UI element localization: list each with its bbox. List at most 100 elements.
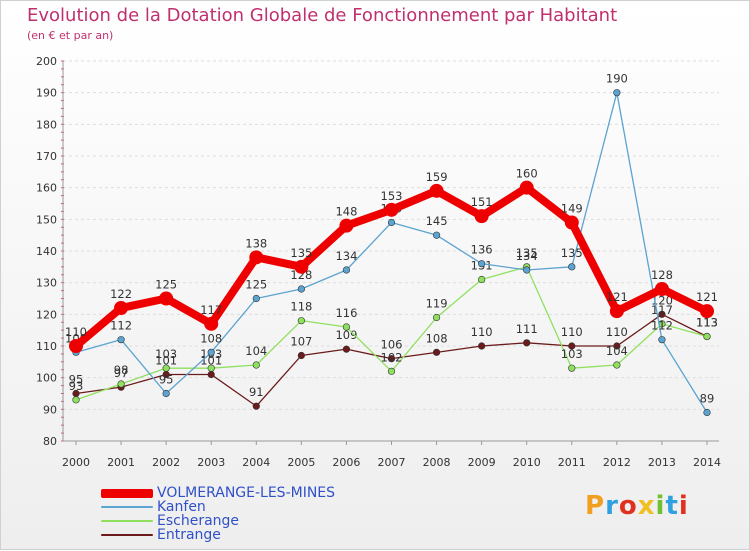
data-label-entrange-2012: 110 <box>606 325 628 339</box>
data-point-volmerange-les-mines-2004 <box>249 250 264 265</box>
logo-letter: r <box>605 491 619 521</box>
data-point-entrange-2007 <box>387 355 396 363</box>
y-tick-label-140: 140 <box>36 245 57 258</box>
data-label-volmerange-les-mines-2003: 117 <box>200 303 222 317</box>
data-label-volmerange-les-mines-2005: 135 <box>290 246 312 260</box>
data-point-kanfen-2012 <box>613 89 621 97</box>
legend-item-volmerange-les-mines: VOLMERANGE-LES-MINES <box>101 486 335 500</box>
x-tick-label-2000: 2000 <box>62 456 90 469</box>
data-label-entrange-2007: 106 <box>381 338 403 352</box>
data-point-kanfen-2001 <box>117 336 125 344</box>
data-label-kanfen-2013: 112 <box>651 319 673 333</box>
data-label-kanfen-2004: 125 <box>245 278 267 292</box>
data-point-volmerange-les-mines-2000 <box>69 339 83 353</box>
data-label-volmerange-les-mines-2013: 128 <box>651 268 673 282</box>
data-point-volmerange-les-mines-2012 <box>609 304 624 319</box>
data-point-entrange-2009 <box>478 342 486 350</box>
data-point-escherange-2003 <box>207 364 215 372</box>
data-point-kanfen-2005 <box>297 285 305 293</box>
x-tick-label-2014: 2014 <box>693 456 721 469</box>
data-point-kanfen-2009 <box>478 260 486 268</box>
data-label-volmerange-les-mines-2007: 153 <box>381 189 403 203</box>
y-tick-label-100: 100 <box>36 372 57 385</box>
data-point-entrange-2005 <box>297 351 305 360</box>
x-tick-label-2002: 2002 <box>152 456 180 469</box>
data-label-kanfen-2003: 108 <box>200 331 222 345</box>
data-point-entrange-2004 <box>252 402 260 410</box>
legend-label-entrange: Entrange <box>157 527 221 543</box>
data-label-entrange-2002: 101 <box>155 354 177 368</box>
data-label-volmerange-les-mines-2009: 151 <box>471 195 493 209</box>
data-label-volmerange-les-mines-2006: 148 <box>335 205 357 219</box>
data-label-entrange-2010: 111 <box>516 322 538 336</box>
data-point-entrange-2008 <box>432 348 441 356</box>
data-point-volmerange-les-mines-2003 <box>204 316 219 331</box>
data-label-escherange-2014: 113 <box>696 316 718 330</box>
data-label-volmerange-les-mines-2001: 122 <box>110 287 132 301</box>
x-tick-label-2001: 2001 <box>107 456 135 469</box>
x-tick-label-2013: 2013 <box>648 456 676 469</box>
data-label-entrange-2001: 97 <box>114 366 129 380</box>
data-point-volmerange-les-mines-2007 <box>384 202 399 217</box>
y-tick-label-160: 160 <box>36 182 57 195</box>
y-tick-label-200: 200 <box>36 55 57 68</box>
data-label-escherange-2011: 103 <box>561 347 583 361</box>
legend-item-entrange: Entrange <box>101 528 335 542</box>
data-point-kanfen-2003 <box>207 348 215 356</box>
data-point-entrange-2006 <box>342 345 351 353</box>
logo-letter: o <box>618 491 638 521</box>
data-label-escherange-2010: 135 <box>516 246 538 260</box>
legend-label-escherange: Escherange <box>157 513 240 529</box>
data-label-escherange-2002: 103 <box>155 347 177 361</box>
data-label-escherange-2000: 93 <box>69 379 84 393</box>
data-label-kanfen-2002: 95 <box>159 373 174 387</box>
data-label-entrange-2013: 120 <box>651 293 673 307</box>
data-point-kanfen-2002 <box>162 389 170 398</box>
data-point-escherange-2001 <box>117 380 125 388</box>
data-label-kanfen-2012: 190 <box>606 72 628 86</box>
data-label-escherange-2008: 119 <box>426 297 448 311</box>
data-point-volmerange-les-mines-2001 <box>114 301 129 315</box>
data-point-kanfen-2006 <box>342 266 351 274</box>
x-tick-label-2003: 2003 <box>197 456 225 469</box>
data-label-entrange-2004: 91 <box>249 385 264 399</box>
data-label-entrange-2014: 113 <box>696 316 718 330</box>
data-label-volmerange-les-mines-2004: 138 <box>245 236 267 250</box>
data-label-volmerange-les-mines-2002: 125 <box>155 278 177 292</box>
data-point-volmerange-les-mines-2002 <box>159 291 174 306</box>
data-label-entrange-2011: 110 <box>561 325 583 339</box>
legend-swatch-entrange <box>101 534 153 536</box>
data-label-kanfen-2010: 134 <box>516 249 538 263</box>
data-point-kanfen-2013 <box>658 336 666 344</box>
data-point-entrange-2012 <box>613 342 621 350</box>
x-tick-label-2008: 2008 <box>423 456 451 469</box>
data-point-escherange-2002 <box>162 364 170 372</box>
chart-subtitle: (en € et par an) <box>27 29 114 42</box>
x-tick-label-2009: 2009 <box>468 456 496 469</box>
logo-letter: t <box>665 491 679 521</box>
data-point-kanfen-2007 <box>387 218 396 227</box>
data-point-escherange-2004 <box>252 361 260 369</box>
data-label-escherange-2004: 104 <box>245 344 267 358</box>
data-label-escherange-2012: 104 <box>606 344 628 358</box>
data-label-entrange-2005: 107 <box>290 335 312 349</box>
y-tick-label-90: 90 <box>43 403 57 416</box>
y-tick-label-180: 180 <box>36 118 57 131</box>
data-point-volmerange-les-mines-2005 <box>294 259 309 274</box>
data-point-volmerange-les-mines-2013 <box>654 282 669 296</box>
data-point-entrange-2013 <box>658 310 666 318</box>
data-label-escherange-2001: 98 <box>114 363 129 377</box>
data-label-escherange-2006: 116 <box>335 306 357 320</box>
legend-swatch-kanfen <box>101 506 153 508</box>
data-label-entrange-2008: 108 <box>426 331 448 345</box>
legend-swatch-escherange <box>101 520 153 522</box>
x-tick-label-2007: 2007 <box>378 456 406 469</box>
data-point-volmerange-les-mines-2008 <box>429 183 444 198</box>
data-point-entrange-2003 <box>207 370 215 379</box>
data-label-kanfen-2009: 136 <box>471 243 493 257</box>
legend-label-kanfen: Kanfen <box>157 499 206 515</box>
data-point-escherange-2014 <box>703 332 711 341</box>
data-label-escherange-2013: 117 <box>651 303 673 317</box>
data-point-escherange-2012 <box>613 361 621 369</box>
